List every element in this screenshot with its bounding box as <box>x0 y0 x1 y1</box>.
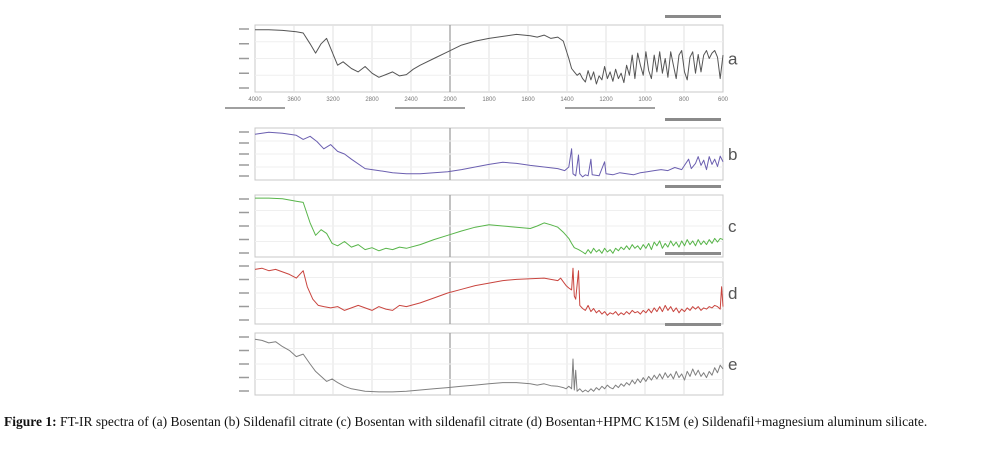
spectrum-line-d <box>254 267 724 316</box>
x-tick-label: 4000 <box>248 97 262 103</box>
x-tick-label: 800 <box>679 97 690 103</box>
x-tick-label: 2800 <box>365 97 379 103</box>
x-tick-label: 3200 <box>326 97 340 103</box>
spectrum-panel-b: b <box>239 118 737 181</box>
spectrum-line-c <box>255 197 724 255</box>
instrument-legend <box>665 252 721 255</box>
x-tick-label: 1400 <box>560 97 574 103</box>
panel-label-e: e <box>728 355 737 374</box>
x-tick-label: 1200 <box>599 97 613 103</box>
spectrum-panel-e: e <box>239 323 737 396</box>
figure-caption: Figure 1: FT-IR spectra of (a) Bosentan … <box>4 412 982 431</box>
instrument-legend <box>665 15 721 18</box>
x-tick-label: 1000 <box>638 97 652 103</box>
caption-text: FT-IR spectra of (a) Bosentan (b) Silden… <box>56 414 928 429</box>
x-tick-label: 2000 <box>443 97 457 103</box>
instrument-footer <box>395 107 465 109</box>
x-tick-label: 2400 <box>404 97 418 103</box>
instrument-footer <box>225 107 285 109</box>
panel-label-d: d <box>728 284 737 303</box>
spectrum-panel-a: a 4000 3600 3200 2800 2400 2000 1800 1600 1400 120… <box>225 15 738 109</box>
spectrum-line-e <box>254 338 724 393</box>
instrument-legend <box>665 323 721 326</box>
spectrum-line-a <box>255 29 724 85</box>
spectrum-line-b <box>254 131 724 178</box>
x-tick-label: 1800 <box>482 97 496 103</box>
x-tick-label: 1600 <box>521 97 535 103</box>
spectrum-panel-c: c <box>239 185 737 258</box>
caption-label: Figure 1: <box>4 414 57 429</box>
panel-label-a: a <box>728 50 738 69</box>
panel-label-b: b <box>728 145 737 164</box>
instrument-legend <box>665 185 721 188</box>
instrument-footer <box>565 107 655 109</box>
x-tick-label: 3600 <box>287 97 301 103</box>
ftir-figure: a 4000 3600 3200 2800 2400 2000 1800 1600 1400 120… <box>225 15 738 396</box>
instrument-legend <box>665 118 721 121</box>
panel-label-c: c <box>728 217 737 236</box>
x-tick-label: 600 <box>718 97 729 103</box>
spectrum-panel-d: d <box>239 252 737 325</box>
